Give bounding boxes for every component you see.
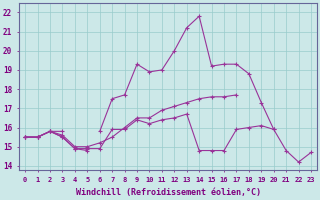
X-axis label: Windchill (Refroidissement éolien,°C): Windchill (Refroidissement éolien,°C)	[76, 188, 260, 197]
